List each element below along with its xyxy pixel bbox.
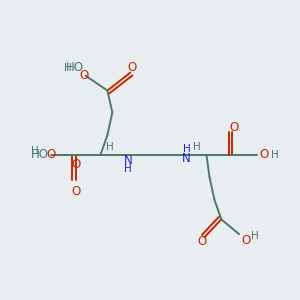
Text: HO: HO <box>31 148 49 161</box>
Text: H: H <box>193 142 200 152</box>
Text: O: O <box>128 61 137 74</box>
Text: H: H <box>183 144 190 154</box>
Text: O: O <box>71 185 80 198</box>
Text: N: N <box>124 154 133 167</box>
Text: O: O <box>259 148 268 161</box>
Text: O: O <box>230 121 239 134</box>
Text: H: H <box>251 231 259 241</box>
Text: O: O <box>197 235 206 248</box>
Text: O: O <box>79 69 88 82</box>
Text: H: H <box>64 63 72 73</box>
Text: H: H <box>124 164 132 174</box>
Text: H: H <box>31 146 39 156</box>
Text: H: H <box>271 150 279 160</box>
Text: O: O <box>71 158 80 171</box>
Text: O: O <box>46 148 56 161</box>
Text: O: O <box>241 234 250 247</box>
Text: N: N <box>182 152 191 165</box>
Text: H: H <box>106 142 114 152</box>
Text: HO: HO <box>66 61 84 74</box>
